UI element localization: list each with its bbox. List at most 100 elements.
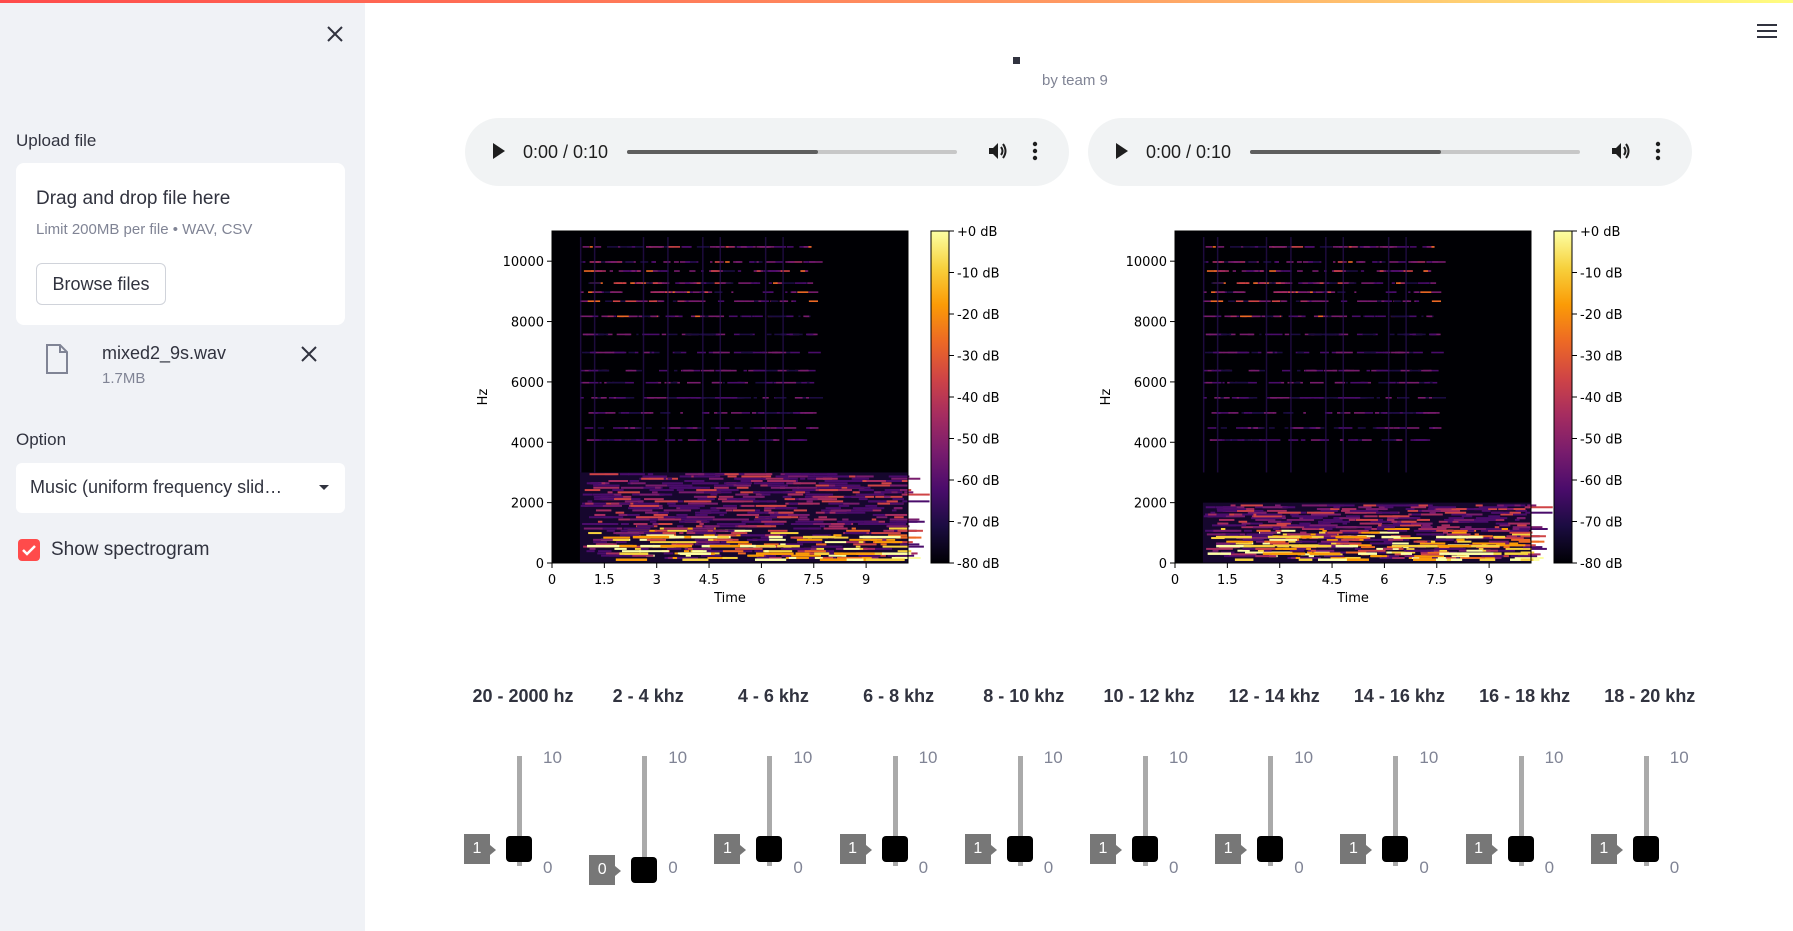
- slider-handle[interactable]: [756, 835, 783, 862]
- spectral-energy: [1372, 261, 1379, 263]
- spectral-energy: [788, 543, 804, 546]
- spectral-energy: [709, 369, 715, 372]
- spectral-energy: [614, 547, 627, 550]
- more-options-icon[interactable]: [1654, 140, 1662, 162]
- band-slider[interactable]: 10 0 0: [580, 740, 706, 910]
- spectral-energy: [777, 544, 800, 548]
- play-icon[interactable]: [1114, 142, 1130, 160]
- spectral-energy: [740, 491, 761, 494]
- spectral-energy: [1225, 509, 1255, 512]
- spectral-energy: [876, 516, 888, 519]
- colorbar-label: -30 dB: [957, 350, 1000, 365]
- spectral-energy: [722, 381, 725, 384]
- band-slider[interactable]: 10 0 1: [1331, 740, 1457, 910]
- spectral-energy: [1512, 526, 1543, 529]
- spectral-energy: [796, 538, 823, 541]
- audio-player-original[interactable]: 0:00 / 0:10: [465, 118, 1069, 186]
- slider-track[interactable]: [642, 756, 648, 866]
- spectral-energy: [687, 439, 699, 441]
- volume-icon[interactable]: [987, 140, 1009, 162]
- spectral-energy: [775, 475, 790, 478]
- colorbar-label: -50 dB: [957, 433, 1000, 448]
- audio-seek-bar[interactable]: [1250, 150, 1580, 154]
- band-slider[interactable]: 10 0 1: [1582, 740, 1708, 910]
- spectral-energy: [1369, 542, 1396, 545]
- band-slider[interactable]: 10 0 1: [956, 740, 1082, 910]
- slider-handle[interactable]: [881, 835, 908, 862]
- slider-handle[interactable]: [506, 835, 532, 862]
- spectral-energy: [597, 552, 615, 555]
- spectral-energy: [588, 381, 599, 384]
- band-slider[interactable]: 10 0 1: [1457, 740, 1583, 910]
- spectral-energy: [670, 427, 681, 429]
- band-slider[interactable]: 10 0 1: [705, 740, 831, 910]
- slider-handle[interactable]: [1382, 835, 1409, 862]
- slider-value-tooltip: 1: [1590, 833, 1623, 864]
- spectral-energy: [593, 541, 607, 544]
- spectral-energy: [1432, 427, 1442, 429]
- spectral-energy: [1318, 531, 1326, 534]
- option-select[interactable]: Music (uniform frequency slid…: [16, 463, 345, 513]
- spectral-energy: [1210, 439, 1222, 441]
- band-slider[interactable]: 10 0 1: [1081, 740, 1207, 910]
- band-slider[interactable]: 10 0 1: [455, 740, 581, 910]
- spectral-energy: [1284, 524, 1314, 527]
- spectral-energy: [808, 300, 819, 303]
- spectral-energy: [735, 534, 752, 537]
- slider-track[interactable]: [767, 756, 773, 866]
- slider-handle[interactable]: [1006, 835, 1033, 862]
- spectral-energy: [813, 495, 829, 498]
- spectral-energy: [1301, 282, 1314, 284]
- slider-track[interactable]: [1268, 756, 1274, 866]
- slider-track[interactable]: [1643, 756, 1649, 866]
- spectral-energy: [1301, 527, 1320, 530]
- spectral-energy: [1446, 529, 1477, 532]
- spectral-energy: [667, 502, 676, 505]
- checkbox-box[interactable]: [18, 539, 40, 561]
- play-icon[interactable]: [491, 142, 507, 160]
- spectral-energy: [1284, 427, 1289, 429]
- spectral-energy: [754, 261, 759, 263]
- file-dropzone[interactable]: Drag and drop file here Limit 200MB per …: [16, 163, 345, 325]
- more-options-icon[interactable]: [1031, 140, 1039, 162]
- spectral-energy: [799, 246, 808, 248]
- slider-track[interactable]: [1143, 756, 1148, 866]
- audio-player-modified[interactable]: 0:00 / 0:10: [1088, 118, 1692, 186]
- audio-seek-bar[interactable]: [627, 150, 957, 154]
- slider-track[interactable]: [1393, 756, 1399, 866]
- spectral-energy: [1253, 282, 1258, 284]
- slider-track[interactable]: [1017, 756, 1023, 866]
- close-sidebar-icon[interactable]: [322, 21, 348, 47]
- slider-handle[interactable]: [1632, 835, 1659, 862]
- spectral-energy: [1299, 397, 1312, 399]
- slider-handle[interactable]: [631, 857, 658, 883]
- spectral-energy: [668, 439, 676, 441]
- band-slider[interactable]: 10 0 1: [1206, 740, 1332, 910]
- remove-file-icon[interactable]: [298, 343, 320, 365]
- browse-files-button[interactable]: Browse files: [36, 263, 166, 305]
- band-label: 12 - 14 khz: [1228, 686, 1320, 706]
- spectral-energy: [735, 427, 743, 429]
- slider-track[interactable]: [1518, 756, 1524, 866]
- hamburger-menu-icon[interactable]: [1756, 22, 1778, 40]
- spectral-energy: [646, 270, 659, 272]
- spectral-energy: [784, 381, 795, 384]
- onset-line: [782, 237, 784, 473]
- spectral-energy: [1235, 542, 1253, 545]
- spectral-energy: [1323, 518, 1343, 521]
- spectral-energy: [1486, 518, 1496, 521]
- volume-icon[interactable]: [1610, 140, 1632, 162]
- spectral-energy: [787, 493, 804, 496]
- slider-handle[interactable]: [1132, 835, 1158, 862]
- spectral-energy: [1264, 540, 1286, 543]
- spectral-energy: [1421, 509, 1441, 512]
- spectral-energy: [837, 556, 863, 559]
- spectral-energy: [825, 507, 841, 510]
- slider-track[interactable]: [892, 756, 898, 866]
- slider-handle[interactable]: [1257, 835, 1284, 862]
- slider-handle[interactable]: [1507, 835, 1534, 862]
- spectral-energy: [1334, 381, 1346, 384]
- band-slider[interactable]: 10 0 1: [831, 740, 957, 910]
- slider-track[interactable]: [517, 756, 522, 866]
- spectral-energy: [1486, 549, 1498, 552]
